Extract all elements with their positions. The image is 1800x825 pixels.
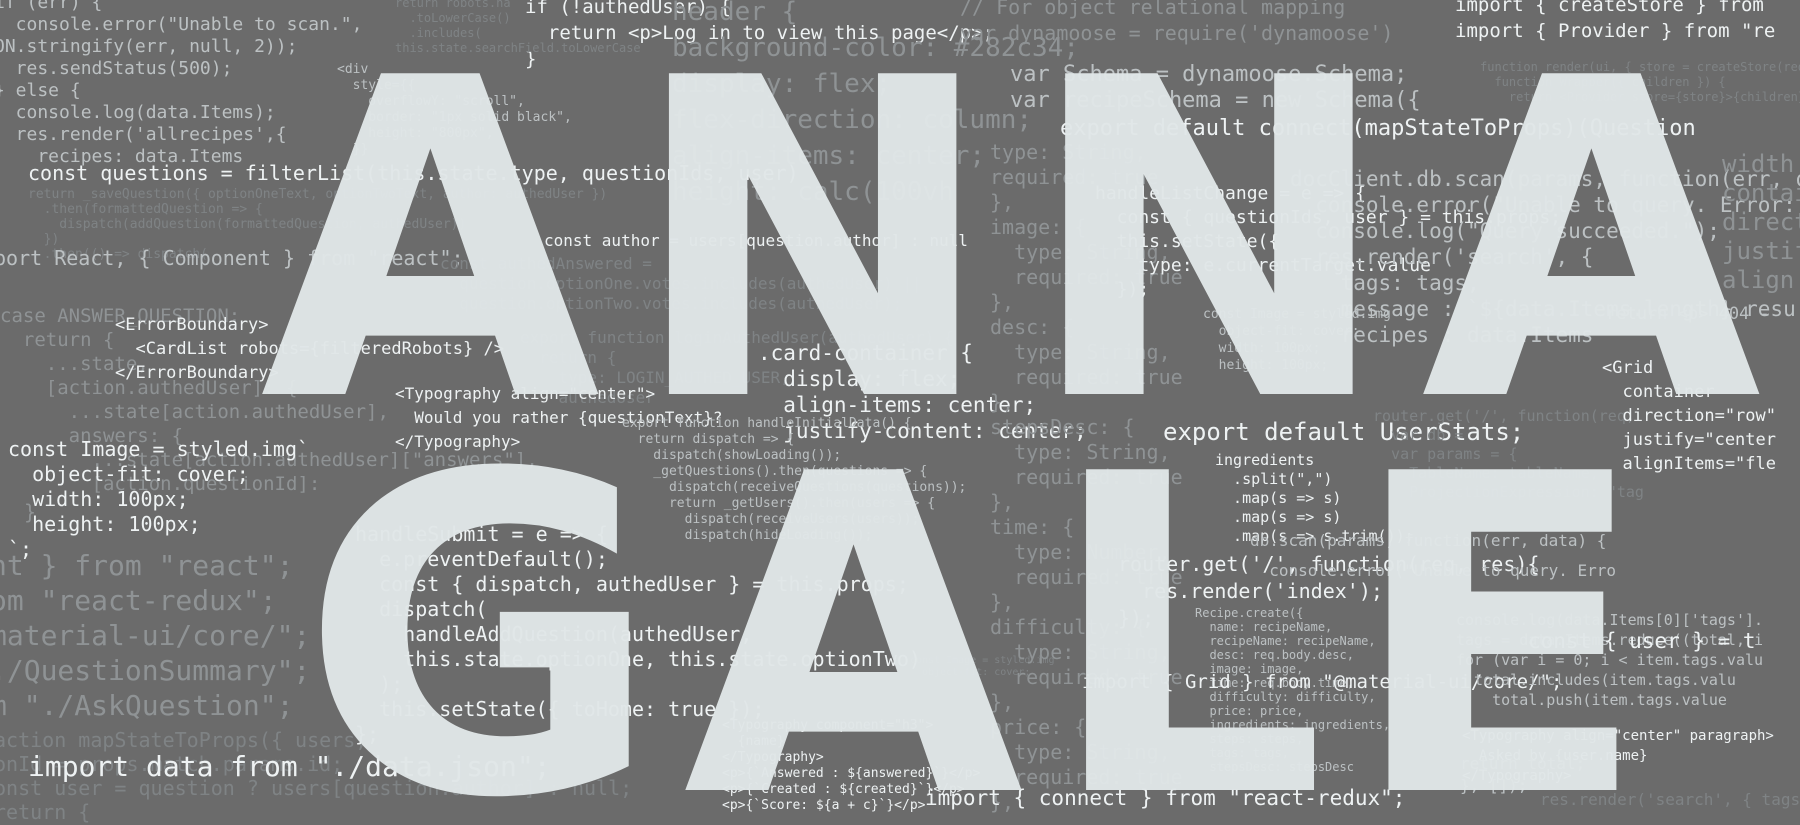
code-fragment: var Schema = dynamoose.Schema; var recip… (1010, 62, 1421, 113)
code-fragment: <div style={{ overflowY: "scroll", borde… (337, 62, 572, 157)
code-fragment: <Grid container direction="row" justify=… (1602, 358, 1776, 474)
code-fragment: docClient.db.scan(params, function(err, … (1290, 167, 1800, 347)
code-fragment: handleListChange = e => { const { questi… (1095, 183, 1561, 300)
code-fragment: <Typography align="center"> Would you ra… (395, 384, 723, 451)
code-fragment: width contai directi justif align (1722, 150, 1800, 294)
code-fragment: action mapStateToProps({ users, onId = p… (0, 728, 633, 824)
code-fragment: import { createStore } from import { Pro… (1455, 0, 1776, 42)
code-fragment: const author = users[question.author] : … (544, 231, 968, 250)
code-fragment: port React, { Component } from "react"; (0, 246, 464, 270)
code-fragment: router.get('/', function(req, res){ res.… (1118, 552, 1540, 630)
code-fragment: // For object relational mapping var dyn… (960, 0, 1394, 45)
code-fragment: .card-container { display: flex; align-i… (758, 341, 1087, 443)
code-fragment: } (24, 500, 37, 524)
headline-first-name: ANNA (260, 0, 1790, 498)
code-fragment: const Image = styled.img object-fit: cov… (1203, 307, 1391, 373)
code-fragment: export default connect(mapStateToProps)(… (1060, 116, 1696, 141)
code-fragment: if (err) { console.error("Unable to scan… (0, 0, 363, 167)
code-fragment: header { background-color: #282c34; disp… (672, 0, 1079, 207)
code-fragment: case ANSWER_QUESTION: return { ...state,… (0, 305, 538, 495)
code-fragment: nt } from "react"; om "react-redux"; mat… (0, 549, 311, 722)
code-fragment: router.get('/', function(req, var db = v… (1373, 407, 1644, 501)
code-fragment: export function handleInitialData() { re… (622, 416, 967, 543)
code-fragment: import { connect } from "react-redux"; (925, 786, 1406, 810)
code-fragment: res.render('search', { tags: tags, recip… (1540, 790, 1800, 809)
code-fragment: <Typography align="center" paragraph> As… (1462, 728, 1774, 784)
code-fragment: export function loginAuthedUser(authedUs… (520, 328, 954, 407)
headline-last-name: GALE (300, 382, 1671, 825)
code-fragment: function render(ui, { store = createStor… (1480, 60, 1800, 104)
code-fragment: export default UserStats; (1163, 418, 1525, 446)
code-fragment: db.scan(params, function(err, data) { co… (1250, 531, 1617, 580)
code-fragment: type: String, required: true }, image: {… (990, 140, 1183, 814)
code-fragment: return <p> 404 - (1606, 304, 1770, 324)
code-fragment: ingredients .split(",") .map(s => s) .ma… (1215, 451, 1414, 545)
code-fragment: Recipe.create({ name: recipeName, recipe… (1195, 606, 1391, 774)
code-fragment: <ErrorBoundary> <CardList robots={filter… (115, 315, 504, 383)
code-fragment: if (!authedUser) { return <p>Log in to v… (525, 0, 994, 70)
code-fragment: <Typography component="h3"> {name} </Typ… (722, 718, 981, 813)
code-fragment: import { Grid } from "@material-ui/core/… (1082, 671, 1563, 693)
code-fragment: return robots.na .toLowerCase() .include… (395, 0, 641, 55)
code-fragment: import data from "./data.json"; (28, 750, 551, 783)
code-fragment: const Image = styled.img object-fit: cov… (910, 655, 1055, 678)
code-fragment: const Image = styled.img` object-fit: co… (8, 437, 310, 561)
code-fragment: const questions = filterList(this.state.… (28, 161, 799, 185)
code-fragment: const authedAnswered = question.optionOn… (440, 254, 922, 313)
code-fragment: console.log(data.Items[0]['tags']. tags … (1456, 611, 1764, 709)
code-fragment: const { user } = t (1528, 629, 1756, 653)
code-fragment: handleSubmit = e => { e.preventDefault()… (355, 522, 921, 746)
code-fragment: return total; }, []); (1460, 754, 1586, 795)
code-fragment: return _saveQuestion({ optionOneText, op… (28, 187, 608, 262)
